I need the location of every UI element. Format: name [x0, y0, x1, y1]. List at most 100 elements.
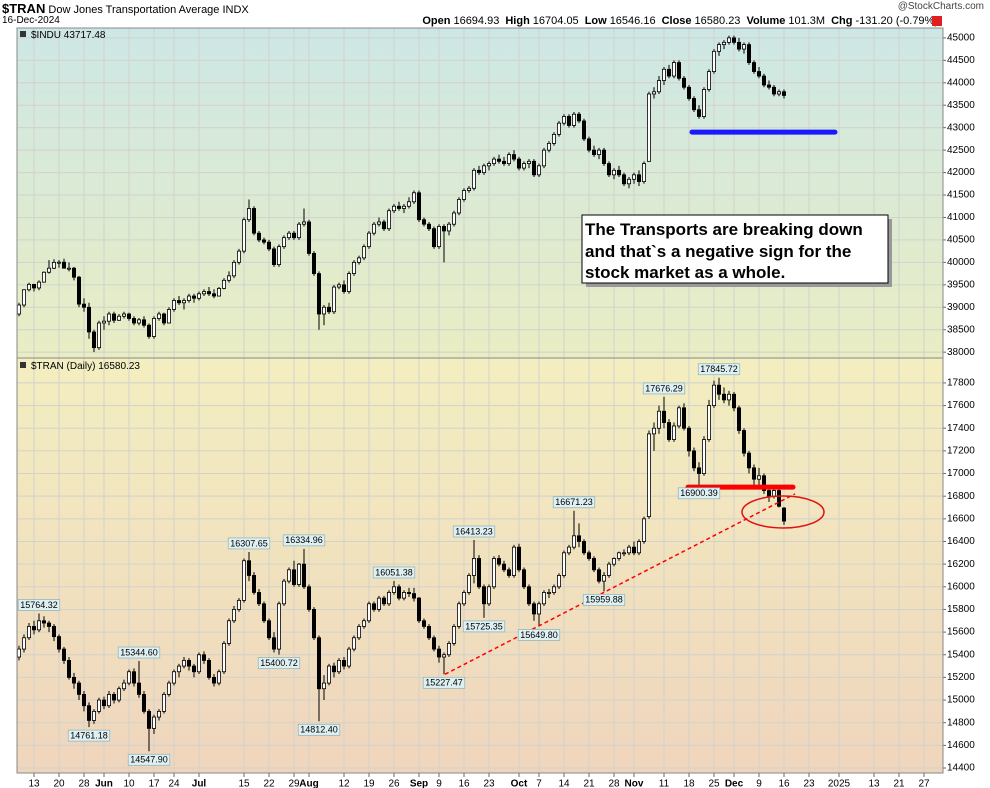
candle-body — [506, 154, 511, 164]
candle-body — [396, 205, 401, 209]
candle-body — [451, 626, 456, 644]
candle-body — [522, 163, 527, 169]
price-label: 15344.60 — [120, 647, 158, 657]
candle-body — [557, 575, 562, 588]
price-label-box — [127, 753, 171, 766]
candle-body — [602, 149, 607, 164]
candle-body — [727, 393, 732, 401]
candle-body — [692, 98, 697, 111]
price-label: 16051.38 — [375, 567, 413, 577]
candle-body — [707, 405, 712, 440]
panel-icon — [20, 31, 26, 37]
candle-body — [67, 267, 72, 270]
candle-body — [421, 620, 426, 627]
candle-body — [37, 281, 42, 289]
x-tick-label: 29 — [288, 779, 300, 788]
candle-body — [77, 276, 82, 305]
candle-body — [122, 313, 127, 317]
candle-body — [717, 384, 722, 395]
candle-body — [341, 660, 346, 667]
candle-body — [62, 648, 67, 661]
candle-body — [517, 158, 522, 169]
quote-value: 16546.16 — [609, 15, 656, 27]
candle-body — [391, 205, 396, 212]
price-label: 14812.40 — [300, 725, 338, 735]
candle-body — [181, 660, 186, 667]
candle-body — [552, 586, 557, 593]
candle-body — [231, 261, 236, 277]
price-label-box — [67, 729, 111, 742]
candle-body — [281, 237, 286, 248]
candle-body — [176, 300, 181, 304]
candle-body — [767, 84, 772, 88]
price-label: 15959.88 — [585, 595, 623, 605]
candle-body — [622, 174, 627, 185]
candle-body — [117, 688, 122, 701]
candle-body — [361, 620, 366, 627]
candle-body — [161, 313, 166, 324]
candle-body — [122, 682, 127, 690]
y-tick-label: 41500 — [947, 190, 975, 201]
candle-body — [627, 178, 632, 185]
candle-body — [366, 603, 371, 622]
candle-body — [426, 223, 431, 230]
annotation-text: and that`s a negative sign for the — [585, 242, 851, 261]
x-tick-label: 15 — [238, 779, 250, 788]
x-tick-label: 14 — [558, 779, 570, 788]
candle-body — [301, 563, 306, 588]
price-label-box — [582, 593, 626, 606]
y-tick-label: 44500 — [947, 55, 975, 66]
candle-body — [622, 552, 627, 555]
y-tick-label: 17600 — [947, 400, 975, 411]
candle-body — [466, 575, 471, 593]
x-tick-label: 16 — [778, 779, 790, 788]
quote-label: Open — [422, 15, 451, 27]
price-label: 16900.39 — [680, 488, 718, 498]
candle-body — [441, 654, 446, 658]
candle-body — [617, 552, 622, 559]
candle-body — [486, 586, 491, 605]
candle-body — [612, 169, 617, 176]
x-tick-label: Oct — [511, 779, 528, 788]
candle-body — [752, 62, 757, 72]
candle-body — [221, 279, 226, 289]
candle-body — [547, 592, 552, 594]
candle-body — [21, 637, 26, 650]
candle-body — [276, 246, 281, 266]
y-tick-label: 44000 — [947, 77, 975, 88]
candle-body — [102, 699, 107, 707]
candle-body — [647, 93, 652, 162]
source: @StockCharts.com — [897, 1, 984, 12]
candle-body — [107, 693, 112, 707]
candle-body — [166, 682, 171, 695]
candle-body — [226, 620, 231, 644]
candle-body — [17, 304, 21, 315]
candle-body — [527, 586, 532, 605]
candle-body — [381, 597, 386, 605]
candle-body — [112, 693, 117, 701]
candle-body — [82, 693, 87, 707]
candle-body — [246, 208, 251, 221]
candle-body — [316, 637, 321, 690]
x-tick-label: 21 — [893, 779, 905, 788]
price-label-box — [297, 723, 341, 736]
y-tick-label: 14400 — [947, 763, 975, 774]
candle-body — [141, 693, 146, 712]
candle-body — [346, 273, 351, 292]
candle-body — [146, 710, 151, 729]
price-label-box — [517, 629, 561, 641]
candle-body — [461, 190, 466, 200]
price-label: 14761.18 — [70, 730, 108, 740]
candle-body — [296, 223, 301, 239]
y-tick-label: 16600 — [947, 513, 975, 524]
candle-body — [672, 425, 677, 440]
candle-body — [181, 300, 186, 304]
candle-body — [682, 77, 687, 88]
candle-body — [772, 86, 777, 95]
y-tick-label: 41000 — [947, 212, 975, 223]
candle-body — [311, 252, 316, 274]
candle-body — [261, 603, 266, 622]
candle-body — [682, 407, 687, 429]
candle-body — [657, 80, 662, 93]
